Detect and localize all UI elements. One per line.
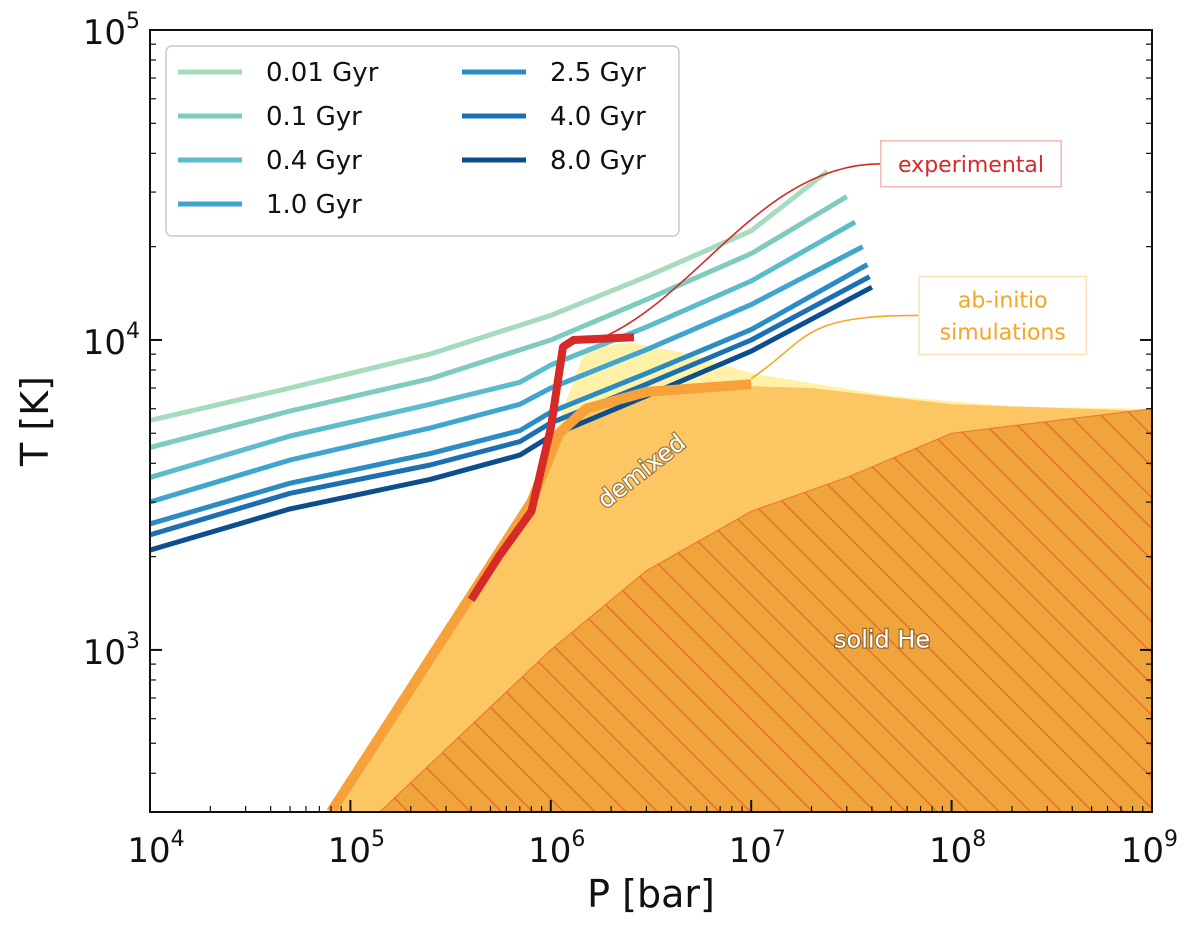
series-line-0-4-gyr [150,219,857,480]
x-tick-label: 107 [729,827,786,871]
phase-boundaries [326,333,752,812]
legend-label-0-1-gyr: 0.1 Gyr [266,102,362,132]
x-tick-label: 104 [127,827,184,871]
legend-label-2-5-gyr: 2.5 Gyr [550,58,646,88]
axis-ticks [149,29,1153,813]
annotation-text-ab-initio: ab-initio [958,288,1048,313]
series-line-0-1-gyr [150,194,849,450]
x-tick-label: 105 [328,827,385,871]
region-solid-he-hatch [378,408,1152,812]
y-axis-title: T [K] [13,376,57,467]
x-axis-title: P [bar] [587,872,715,916]
x-tick-label: 106 [528,827,585,871]
x-tick-label: 109 [1121,827,1178,871]
y-tick-label: 103 [83,629,140,673]
annotation-connector-2 [750,314,920,380]
experimental-boundary-line [467,333,635,603]
legend-label-1-0-gyr: 1.0 Gyr [266,190,362,220]
annotation-text-simulations: simulations [940,320,1066,345]
series-line-0-01-gyr [150,169,829,423]
x-tick-label: 108 [929,827,986,871]
isochrone-series [150,169,874,553]
legend-label-0-4-gyr: 0.4 Gyr [266,146,362,176]
annotation-connector-1 [596,163,881,341]
series-line-1-0-gyr [150,244,864,505]
legend-label-4-0-gyr: 4.0 Gyr [550,102,646,132]
y-tick-label: 104 [83,319,140,363]
series-line-4-0-gyr [150,274,871,538]
phase-regions [331,342,1152,812]
series-line-8-0-gyr [150,284,874,553]
annotation-box-2 [918,275,1088,356]
y-tick-label: 105 [83,9,140,53]
legend: 0.01 Gyr 0.1 Gyr 0.4 Gyr 1.0 Gyr 2.5 Gyr 4.0 … [165,45,680,237]
annotations: experimental ab-initio simulations [596,140,1088,380]
series-line-2-5-gyr [150,262,869,527]
legend-label-8-0-gyr: 8.0 Gyr [550,146,646,176]
annotation-box-1 [880,140,1062,188]
region-label-solid-he: solid He [834,625,930,653]
legend-label-0-01-gyr: 0.01 Gyr [266,58,379,88]
plot-frame [149,29,1153,813]
legend-box [165,45,680,237]
axis-tick-labels: 104 105 106 107 108 109 103 104 105 [83,9,1178,871]
annotation-text-experimental: experimental [898,153,1044,178]
